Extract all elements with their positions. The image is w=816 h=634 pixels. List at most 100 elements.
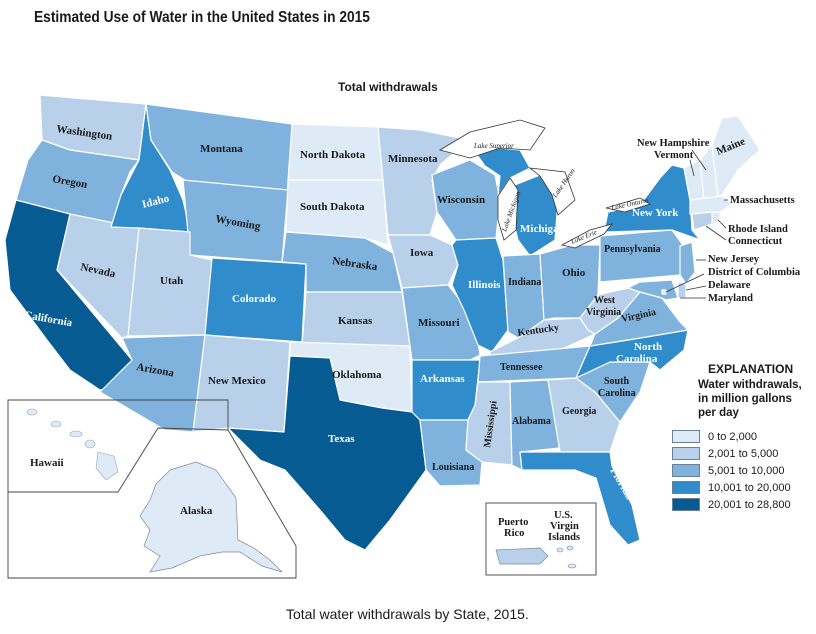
state-maryland: [627, 279, 679, 301]
legend-swatch: [672, 430, 700, 443]
legend-swatch: [672, 481, 700, 494]
label-ohio: Ohio: [562, 267, 586, 279]
lake-huron: [528, 167, 576, 216]
label-kansas: Kansas: [338, 315, 373, 327]
inset-divider: [8, 427, 229, 493]
leader-new-hampshire: [691, 149, 707, 171]
label-islands: Islands: [548, 532, 580, 543]
leader-rhode-island: [717, 219, 727, 229]
legend-swatch: [672, 498, 700, 511]
label-virgin: Virgin: [550, 521, 579, 532]
legend-swatch: [672, 447, 700, 460]
label-puerto: Puerto: [498, 517, 528, 528]
label-alaska: Alaska: [180, 505, 213, 517]
state-new-jersey: [679, 241, 696, 285]
hawaii-shape: [26, 408, 119, 481]
label-massachusetts: Massachusetts: [730, 195, 795, 206]
leader-connecticut: [705, 225, 727, 241]
label-us: U.S.: [554, 510, 573, 521]
label-colorado: Colorado: [232, 293, 277, 305]
label-montana: Montana: [200, 143, 243, 155]
legend-item: 0 to 2,000: [672, 428, 812, 445]
state-pennsylvania: [599, 229, 686, 283]
label-oklahoma: Oklahoma: [332, 369, 382, 381]
legend: EXPLANATION Water withdrawals, in millio…: [672, 362, 812, 513]
legend-item: 5,001 to 10,000: [672, 462, 812, 479]
label-missouri: Missouri: [418, 317, 460, 329]
state-district-of-columbia: [661, 289, 667, 295]
label-new-mexico: New Mexico: [208, 375, 266, 387]
legend-swatch: [672, 464, 700, 477]
label-minnesota: Minnesota: [388, 153, 438, 165]
leader-delaware: [685, 285, 707, 291]
state-connecticut: [691, 211, 713, 231]
legend-item: 20,001 to 28,800: [672, 496, 812, 513]
lake-michigan: [497, 177, 519, 241]
label-rico: Rico: [504, 528, 524, 539]
label-illinois: Illinois: [468, 279, 501, 291]
label-south-dakota: South Dakota: [300, 201, 365, 213]
leader-dc: [665, 273, 705, 293]
lake-superior: [438, 119, 546, 159]
lake-ontario: [605, 197, 651, 213]
state-florida: [519, 451, 641, 546]
state-illinois: [451, 237, 509, 353]
label-arkansas: Arkansas: [420, 373, 465, 385]
legend-item: 10,001 to 20,000: [672, 479, 812, 496]
state-south-dakota: [285, 179, 389, 246]
legend-subtitle: Water withdrawals, in million gallons pe…: [698, 379, 802, 419]
label-north-dakota: North Dakota: [300, 149, 366, 161]
label-michigan: Michigan: [520, 223, 565, 235]
puerto-rico-shape: [495, 547, 549, 565]
label-new-hampshire: New Hampshire: [637, 138, 710, 149]
virgin-islands-shape: [556, 545, 577, 569]
legend-label: 10,001 to 20,000: [708, 481, 791, 494]
map-caption: Total water withdrawals by State, 2015.: [286, 606, 529, 622]
state-arkansas: [411, 359, 481, 421]
label-texas: Texas: [328, 433, 355, 445]
label-west-virginia-1: West: [594, 295, 616, 306]
label-new-york: New York: [632, 207, 679, 219]
label-north-carolina-1: North: [634, 341, 662, 353]
legend-title: EXPLANATION: [708, 362, 794, 376]
alaska-shape: [139, 461, 283, 573]
legend-label: 20,001 to 28,800: [708, 498, 791, 511]
state-texas: [227, 355, 427, 551]
label-alabama: Alabama: [512, 416, 551, 427]
legend-items: 0 to 2,000 2,001 to 5,000 5,001 to 10,00…: [672, 428, 812, 513]
label-connecticut: Connecticut: [728, 236, 783, 247]
label-iowa: Iowa: [410, 247, 434, 259]
leader-vermont: [689, 159, 695, 177]
label-new-jersey: New Jersey: [708, 254, 760, 265]
inset-frame-puerto-rico: [485, 502, 597, 576]
label-district-of-columbia: District of Columbia: [708, 267, 801, 278]
label-utah: Utah: [160, 275, 183, 287]
label-pennsylvania: Pennsylvania: [604, 244, 661, 255]
legend-item: 2,001 to 5,000: [672, 445, 812, 462]
legend-label: 5,001 to 10,000: [708, 464, 785, 477]
label-rhode-island: Rhode Island: [728, 224, 788, 235]
label-west-virginia-2: Virginia: [586, 307, 621, 318]
label-maryland: Maryland: [708, 293, 753, 304]
lake-erie: [560, 223, 614, 249]
label-georgia: Georgia: [562, 406, 596, 417]
label-delaware: Delaware: [708, 280, 751, 291]
state-massachusetts: [689, 195, 733, 215]
label-south-carolina-2: Carolina: [598, 388, 636, 399]
label-vermont: Vermont: [654, 150, 694, 161]
page-title: Estimated Use of Water in the United Sta…: [34, 9, 370, 26]
legend-label: 2,001 to 5,000: [708, 447, 779, 460]
label-north-carolina-2: Carolina: [616, 353, 658, 365]
inset-frame-alaska-hawaii: [7, 399, 297, 579]
legend-label: 0 to 2,000: [708, 430, 757, 443]
label-louisiana: Louisiana: [432, 462, 474, 473]
label-indiana: Indiana: [508, 277, 541, 288]
state-iowa: [387, 234, 459, 289]
map-subtitle: Total withdrawals: [338, 80, 438, 94]
label-hawaii: Hawaii: [30, 457, 64, 469]
label-tennessee: Tennessee: [500, 362, 543, 373]
label-wisconsin: Wisconsin: [437, 194, 485, 206]
lake-superior-label: Lake Superior: [473, 142, 514, 150]
label-south-carolina-1: South: [604, 376, 629, 387]
